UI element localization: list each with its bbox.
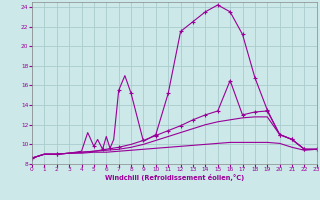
- X-axis label: Windchill (Refroidissement éolien,°C): Windchill (Refroidissement éolien,°C): [105, 174, 244, 181]
